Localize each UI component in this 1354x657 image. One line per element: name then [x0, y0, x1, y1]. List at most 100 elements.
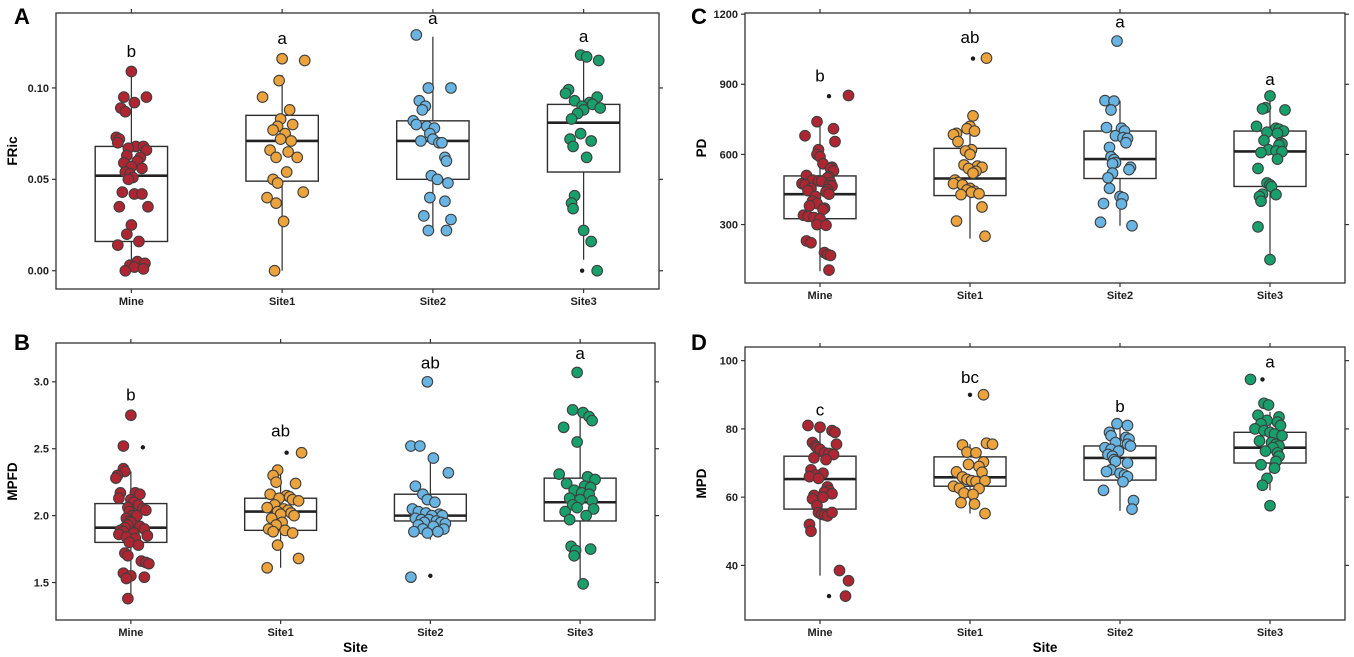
- panel-D-x-axis-title: Site: [1033, 640, 1058, 655]
- data-point: [117, 440, 130, 452]
- panel-B-y-axis-title: MPFD: [5, 462, 20, 500]
- panel-A-y-axis-title: FRic: [5, 136, 20, 166]
- data-point: [577, 224, 590, 237]
- data-point: [122, 173, 135, 186]
- data-point: [585, 235, 598, 248]
- panel-A-group-site2: [395, 29, 470, 237]
- data-point: [271, 177, 284, 189]
- data-point: [1100, 465, 1113, 478]
- data-point: [829, 135, 841, 148]
- data-point: [414, 135, 427, 147]
- data-point: [979, 230, 991, 243]
- data-point: [1252, 162, 1264, 175]
- panel-D-axes: 40 60 80 100 Mine Site1 Site2 Site3: [720, 343, 1349, 639]
- data-point: [563, 513, 576, 526]
- data-point: [270, 197, 282, 209]
- data-point: [1126, 503, 1138, 515]
- y-tick-label: 3.0: [34, 377, 49, 389]
- data-point: [261, 501, 273, 514]
- data-point: [142, 557, 155, 570]
- data-point: [1111, 417, 1123, 430]
- data-point: [580, 509, 592, 522]
- data-point: [580, 151, 593, 164]
- data-point: [277, 215, 290, 228]
- data-point: [422, 82, 435, 94]
- data-point: [421, 375, 434, 388]
- data-point: [1100, 121, 1113, 134]
- data-point: [1115, 198, 1128, 210]
- x-tick-label-site3: Site3: [1257, 290, 1283, 302]
- panel-C-points-mine: [796, 89, 855, 276]
- panel-A-points-site3: [559, 49, 607, 277]
- data-point: [799, 129, 811, 142]
- data-point: [1250, 120, 1263, 133]
- panel-D-group-site3: [1233, 373, 1307, 512]
- outlier-dot: [967, 392, 973, 397]
- panel-A-group-site1: [245, 52, 320, 277]
- data-point: [292, 495, 305, 507]
- data-point: [283, 104, 296, 116]
- data-point: [842, 574, 855, 587]
- data-point: [574, 127, 587, 140]
- panel-d: D 40 60 80 100 Mine Site1 Site2 Site3 MPD Site c bc…: [677, 320, 1354, 657]
- panel-B-group-mine: [94, 409, 168, 605]
- panel-D-points-site3: [1244, 373, 1288, 512]
- panel-B-axes: 1.5 2.0 2.5 3.0 Mine Site1 Site2 Site3: [34, 339, 659, 639]
- panel-c: C 300 600 900 1200 Mine Site1 Site2 Site3 PD b ab a…: [677, 0, 1354, 320]
- panel-B-sig-letter-site1: ab: [271, 422, 290, 441]
- data-point: [136, 162, 148, 175]
- data-point: [125, 409, 137, 422]
- data-point: [811, 115, 823, 128]
- panel-C-axes: 300 600 900 1200 Mine Site1 Site2 Site3: [714, 9, 1349, 302]
- data-point: [587, 503, 600, 515]
- panel-B-points-mine: [110, 409, 155, 605]
- panel-D-group-mine: [783, 419, 857, 602]
- data-point: [442, 177, 454, 189]
- data-point: [955, 496, 967, 509]
- data-point: [802, 419, 814, 432]
- panel-D-sig-letter-mine: c: [816, 400, 825, 419]
- data-point: [276, 52, 288, 65]
- panel-D-group-site1: [933, 388, 1007, 520]
- panel-c-chart: 300 600 900 1200 Mine Site1 Site2 Site3 PD b ab a a: [694, 9, 1349, 302]
- x-tick-label-site1: Site1: [269, 296, 295, 308]
- data-point: [285, 135, 298, 147]
- data-point: [839, 590, 852, 602]
- panel-B-border: [55, 342, 656, 621]
- x-tick-label-site3: Site3: [570, 296, 596, 308]
- data-point: [1103, 182, 1116, 195]
- panel-C-group-site2: [1083, 35, 1157, 232]
- data-point: [967, 167, 979, 179]
- x-tick-label-mine: Mine: [118, 627, 143, 639]
- data-point: [952, 135, 964, 148]
- data-point: [585, 135, 598, 147]
- panel-C-group-mine: [783, 89, 857, 276]
- data-point: [110, 472, 122, 485]
- data-point: [408, 525, 420, 538]
- data-point: [132, 539, 145, 551]
- panel-C-points-site2: [1094, 35, 1138, 232]
- data-point: [424, 191, 436, 204]
- data-point: [820, 453, 832, 466]
- y-tick-label: 0.10: [28, 83, 49, 95]
- y-tick-label: 60: [726, 492, 738, 504]
- data-point: [142, 200, 154, 213]
- data-point: [1264, 499, 1276, 512]
- data-point: [592, 54, 605, 67]
- data-point: [973, 187, 985, 200]
- data-point: [138, 571, 151, 584]
- data-point: [286, 118, 299, 131]
- y-tick-label: 1200: [714, 9, 738, 21]
- panel-B-x-axis-title: Site: [343, 640, 368, 655]
- data-point: [261, 561, 273, 574]
- data-point: [584, 543, 597, 555]
- data-point: [116, 186, 129, 198]
- data-point: [440, 155, 453, 167]
- data-point: [292, 552, 305, 565]
- y-tick-label: 80: [726, 424, 738, 436]
- data-point: [1111, 35, 1123, 47]
- data-point: [280, 166, 293, 178]
- data-point: [289, 477, 302, 490]
- data-point: [445, 82, 457, 94]
